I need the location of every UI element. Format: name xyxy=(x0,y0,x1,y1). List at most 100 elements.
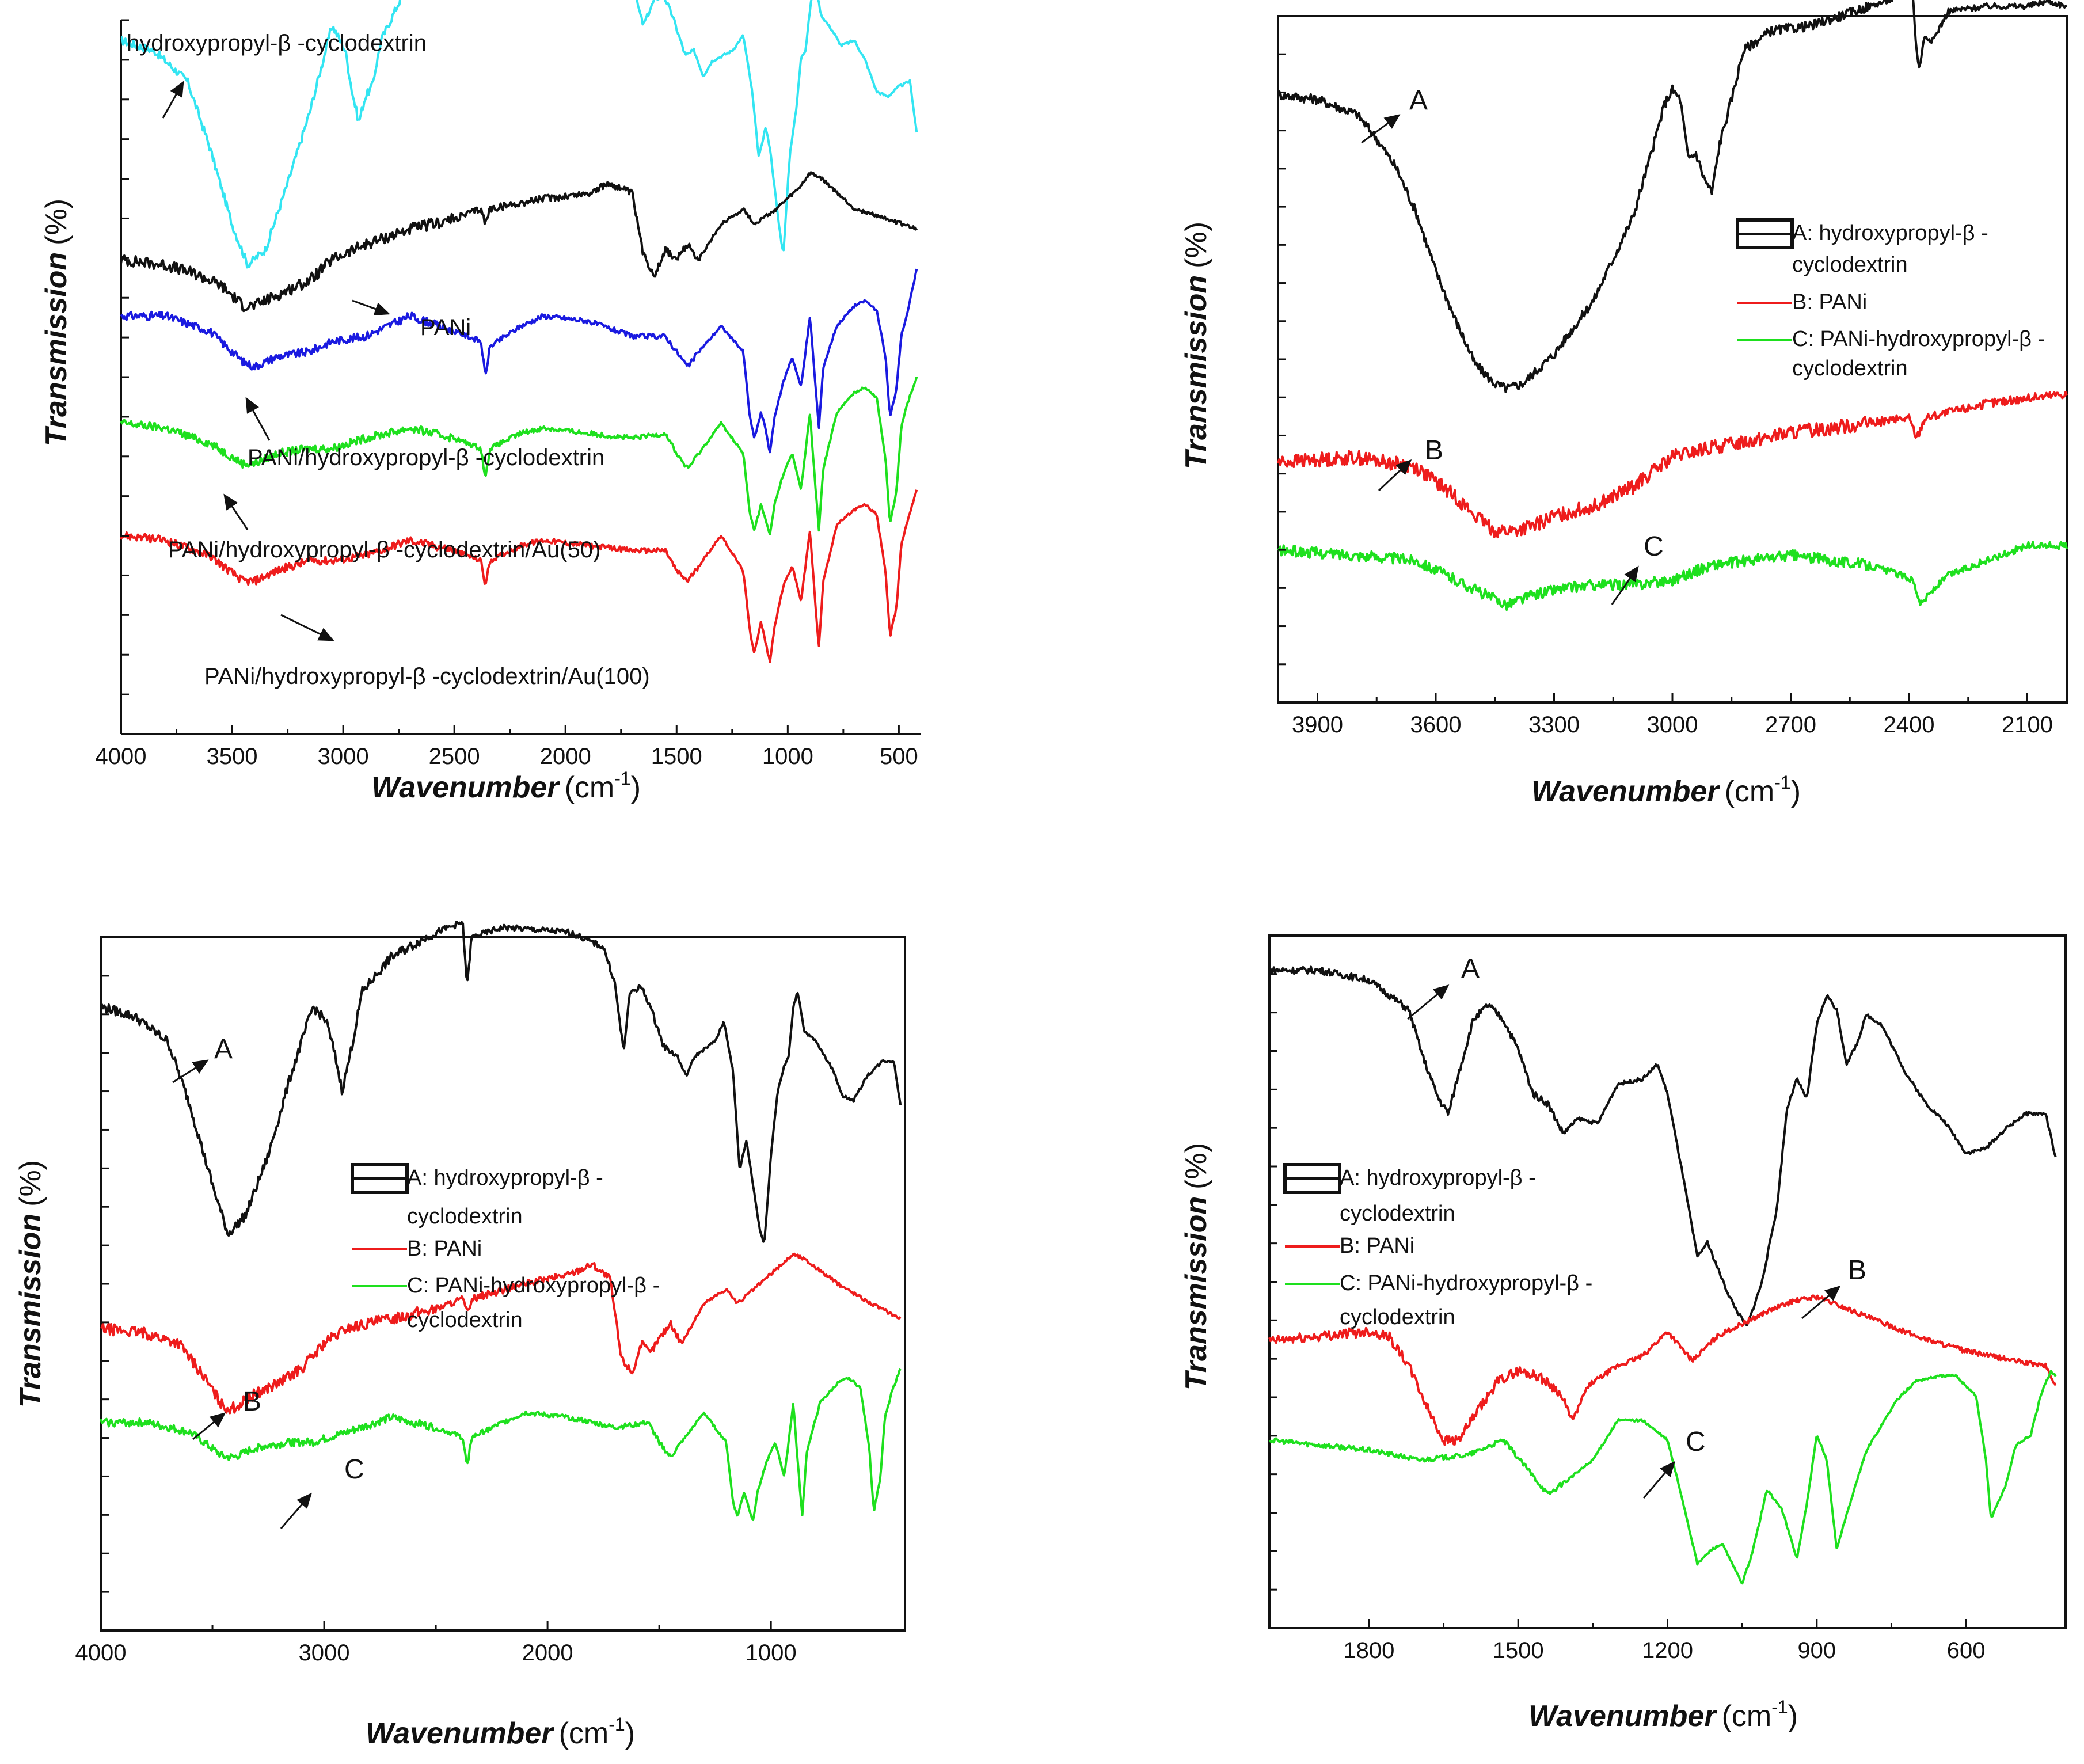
annotation-pani-hpbcd: PANi/hydroxypropyl-β -cyclodextrin xyxy=(248,445,604,470)
panel-4-ticks: 1800 1500 1200 900 600 xyxy=(1269,934,1986,1663)
x-axis-title-text: Wavenumber xyxy=(1528,1700,1717,1733)
series-line-green xyxy=(1277,541,2068,611)
y-axis-title-4: Transmission (%) xyxy=(1180,1143,1213,1390)
label-a: A xyxy=(214,1034,233,1065)
legend-label-a-cont: cyclodextrin xyxy=(1340,1202,1455,1226)
svg-text:Transmission(%): Transmission (%) xyxy=(1180,222,1213,469)
legend-label-c: C: PANi-hydroxypropyl-β - xyxy=(1792,327,2045,351)
arrow-pani-hpbcd xyxy=(245,397,271,441)
legend-label-c: C: PANi-hydroxypropyl-β - xyxy=(1340,1271,1592,1295)
label-c: C xyxy=(1686,1427,1706,1457)
arrow-au50 xyxy=(223,493,249,530)
x-tick-label: 3000 xyxy=(318,744,369,769)
series-line-green xyxy=(100,1368,902,1521)
x-tick-label: 1800 xyxy=(1343,1638,1394,1663)
annotation-pani: PANi xyxy=(420,315,471,340)
x-tick-label: 1200 xyxy=(1642,1638,1693,1663)
legend-label-c: C: PANi-hydroxypropyl-β - xyxy=(407,1273,660,1298)
arrow-c xyxy=(1611,565,1639,605)
legend-label-c-cont: cyclodextrin xyxy=(1340,1305,1455,1329)
panel-top-right: 3900 3600 3300 3000 2700 2400 2100 A B C A: hy… xyxy=(1180,0,2068,808)
legend-label-c-cont: cyclodextrin xyxy=(1792,356,1908,381)
panel-2-ticks: 3900 3600 3300 3000 2700 2400 2100 xyxy=(1278,15,2053,737)
panel-2-lines xyxy=(1277,0,2068,611)
series-line-black xyxy=(1269,965,2057,1326)
x-axis-title-1: Wavenumber (cm-1) xyxy=(371,768,641,804)
y-axis-unit: (%) xyxy=(1180,222,1213,268)
arrow-c xyxy=(280,1492,312,1529)
panel-1-lines xyxy=(120,0,918,663)
x-axis-unit: (cm xyxy=(1725,775,1775,808)
legend-label-c-cont: cyclodextrin xyxy=(407,1308,523,1332)
x-axis-unit-close: ) xyxy=(631,771,641,804)
legend-label-b: B: PANi xyxy=(1792,290,1867,314)
y-axis-unit: (%) xyxy=(14,1160,47,1207)
panel-bottom-right: 1800 1500 1200 900 600 A B C A: hydroxypropy… xyxy=(1180,934,2067,1733)
y-axis-unit: (%) xyxy=(1180,1143,1213,1189)
svg-text:Wavenumber(cm-1): Wavenumber (cm-1) xyxy=(366,1714,635,1750)
x-tick-label: 2400 xyxy=(1884,712,1935,737)
panel-3-lines xyxy=(100,921,902,1521)
x-axis-title-2: Wavenumber (cm-1) xyxy=(1531,772,1801,808)
y-axis-title-text: Transmission xyxy=(14,1214,47,1408)
series-line-black xyxy=(1277,0,2067,393)
x-axis-unit-sup: -1 xyxy=(1774,772,1790,793)
x-tick-label: 2000 xyxy=(540,744,591,769)
legend-2: A: hydroxypropyl-β - cyclodextrin B: PAN… xyxy=(1736,218,2045,381)
label-c: C xyxy=(344,1454,364,1485)
x-tick-label: 4000 xyxy=(75,1640,127,1666)
x-tick-label: 3600 xyxy=(1410,712,1462,737)
legend-label-a-cont: cyclodextrin xyxy=(407,1204,523,1229)
legend-4: A: hydroxypropyl-β - cyclodextrin B: PAN… xyxy=(1283,1163,1592,1329)
x-tick-label: 1000 xyxy=(762,744,813,769)
x-axis-unit: (cm xyxy=(565,771,615,804)
arrow-a xyxy=(1407,984,1450,1020)
series-line-green xyxy=(1268,1370,2057,1585)
x-tick-label: 900 xyxy=(1797,1638,1836,1663)
annotation-hpbcd: hydroxypropyl-β -cyclodextrin xyxy=(127,31,427,56)
panel-bottom-left: 4000 3000 2000 1000 A B C A: hydroxypropyl-… xyxy=(14,921,906,1750)
series-line-red xyxy=(1268,1294,2057,1446)
x-tick-label: 2700 xyxy=(1765,712,1816,737)
arrow-au100 xyxy=(280,614,334,641)
x-axis-unit-close: ) xyxy=(625,1717,635,1750)
x-axis-unit-sup: -1 xyxy=(1771,1697,1788,1717)
series-line-green xyxy=(120,377,918,535)
y-axis-title-2: Transmission (%) xyxy=(1180,222,1213,469)
x-axis-unit-sup: -1 xyxy=(614,768,630,789)
y-axis-title-text: Transmission xyxy=(40,252,73,446)
series-line-red xyxy=(100,1252,902,1415)
legend-label-a: A: hydroxypropyl-β - xyxy=(1340,1166,1536,1190)
label-a: A xyxy=(1461,953,1480,984)
x-tick-label: 3900 xyxy=(1292,712,1343,737)
panel-4-lines xyxy=(1268,965,2057,1585)
arrow-b xyxy=(1378,459,1412,492)
x-tick-label: 3300 xyxy=(1528,712,1580,737)
panel-1-ticks: 4000 3500 3000 2500 2000 1500 1000 500 xyxy=(96,19,918,769)
panel-3-ticks: 4000 3000 2000 1000 xyxy=(75,936,797,1666)
svg-text:Transmission(%): Transmission (%) xyxy=(40,199,73,446)
y-axis-title-1: Transmission (%) xyxy=(40,199,73,446)
annotation-au50: PANi/hydroxypropyl-β -cyclodextrin/Au(50… xyxy=(168,537,600,562)
label-b: B xyxy=(243,1386,261,1417)
x-axis-unit-sup: -1 xyxy=(609,1714,625,1735)
label-a: A xyxy=(1409,85,1428,116)
panel-top-left: 4000 3500 3000 2500 2000 1500 1000 500 hydroxyp… xyxy=(40,0,921,804)
x-axis-unit-close: ) xyxy=(1788,1700,1798,1733)
y-axis-title-text: Transmission xyxy=(1180,275,1213,469)
y-axis-unit: (%) xyxy=(40,199,73,245)
x-tick-label: 1500 xyxy=(1493,1638,1544,1663)
legend-label-a: A: hydroxypropyl-β - xyxy=(1792,221,1988,245)
x-tick-label: 2500 xyxy=(429,744,480,769)
legend-3: A: hydroxypropyl-β - cyclodextrin B: PAN… xyxy=(351,1163,660,1332)
series-line-red xyxy=(120,489,918,663)
svg-text:Transmission(%): Transmission (%) xyxy=(14,1160,47,1408)
x-tick-label: 600 xyxy=(1947,1638,1986,1663)
label-b: B xyxy=(1848,1255,1866,1286)
x-tick-label: 2100 xyxy=(2002,712,2053,737)
x-tick-label: 1000 xyxy=(746,1640,797,1666)
legend-label-b: B: PANi xyxy=(1340,1234,1414,1258)
x-tick-label: 500 xyxy=(880,744,918,769)
arrow-a xyxy=(172,1059,209,1084)
